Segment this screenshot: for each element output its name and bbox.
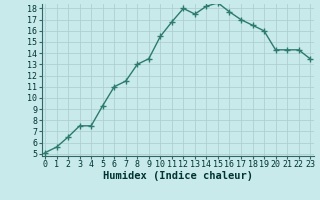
X-axis label: Humidex (Indice chaleur): Humidex (Indice chaleur) — [103, 171, 252, 181]
